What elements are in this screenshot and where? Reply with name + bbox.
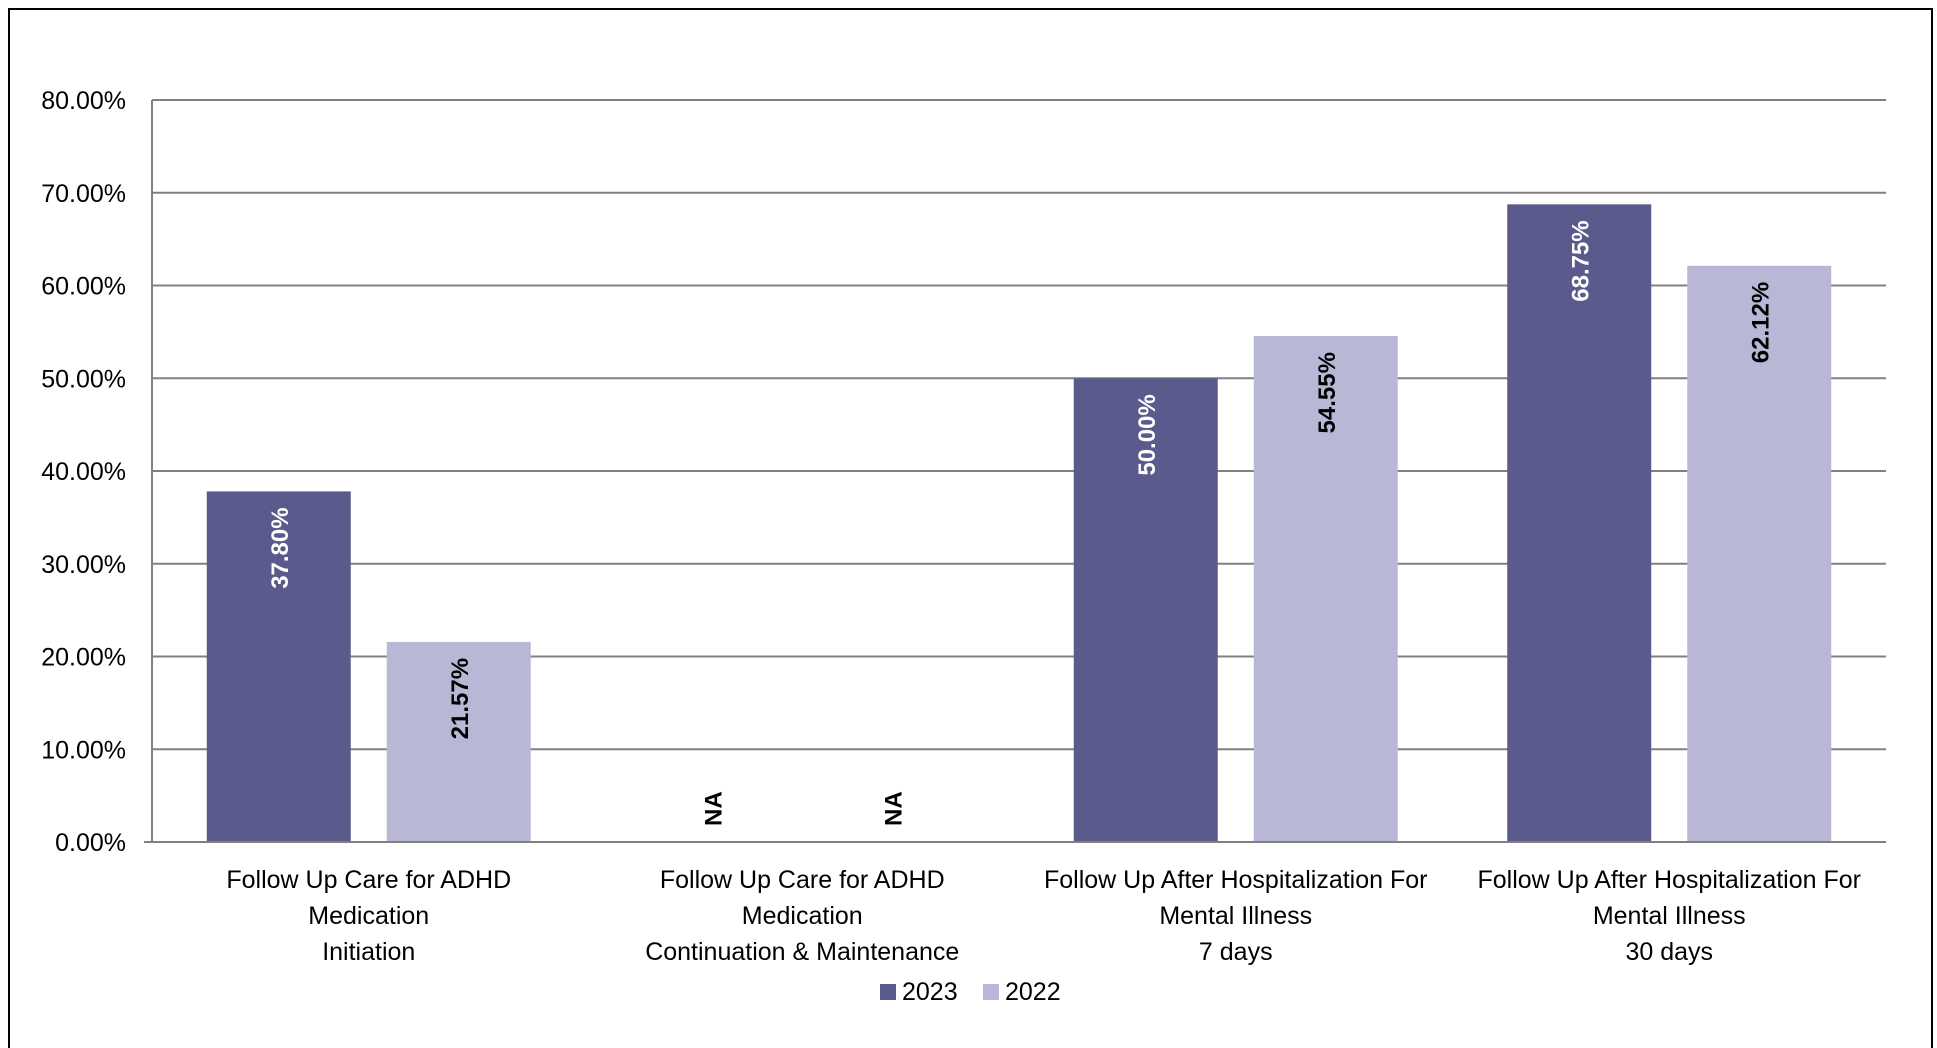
y-tick-label: 60.00% [41,273,126,301]
bar-2022 [1253,336,1398,842]
x-category-label: 7 days [1199,938,1273,966]
legend-label-2022: 2022 [1005,978,1061,1006]
data-label: 21.57% [447,658,474,739]
data-label: 54.55% [1314,352,1341,433]
legend-swatch-2022 [983,984,999,1000]
x-category-label: Initiation [322,938,415,966]
x-category-label: Follow Up Care for ADHD [226,866,511,894]
x-category-label: Continuation & Maintenance [645,938,959,966]
bar-2022 [386,641,531,842]
bar-2023 [206,491,351,842]
data-label-na: NA [880,791,907,826]
legend-label-2023: 2023 [902,978,958,1006]
y-tick-label: 70.00% [41,180,126,208]
bar-2023 [1507,204,1652,842]
bar-2022 [1687,265,1832,842]
y-tick-label: 0.00% [55,829,126,857]
y-tick-label: 80.00% [41,87,126,115]
y-tick-label: 30.00% [41,551,126,579]
y-tick-label: 50.00% [41,365,126,393]
data-label-na: NA [700,791,727,826]
y-tick-label: 20.00% [41,644,126,672]
x-category-label: Medication [742,902,863,930]
data-label: 50.00% [1134,394,1161,475]
x-category-label: Follow Up After Hospitalization For [1044,866,1427,894]
x-category-label: Follow Up After Hospitalization For [1478,866,1861,894]
data-label: 62.12% [1747,282,1774,363]
x-category-label: Mental Illness [1593,902,1746,930]
x-category-label: Mental Illness [1159,902,1312,930]
y-tick-label: 40.00% [41,458,126,486]
bar-2023 [1073,378,1218,842]
legend-swatch-2023 [880,984,896,1000]
data-label: 37.80% [267,507,294,588]
x-category-label: Medication [308,902,429,930]
y-tick-label: 10.00% [41,736,126,764]
x-category-label: 30 days [1625,938,1713,966]
x-category-label: Follow Up Care for ADHD [660,866,945,894]
data-label: 68.75% [1567,220,1594,301]
